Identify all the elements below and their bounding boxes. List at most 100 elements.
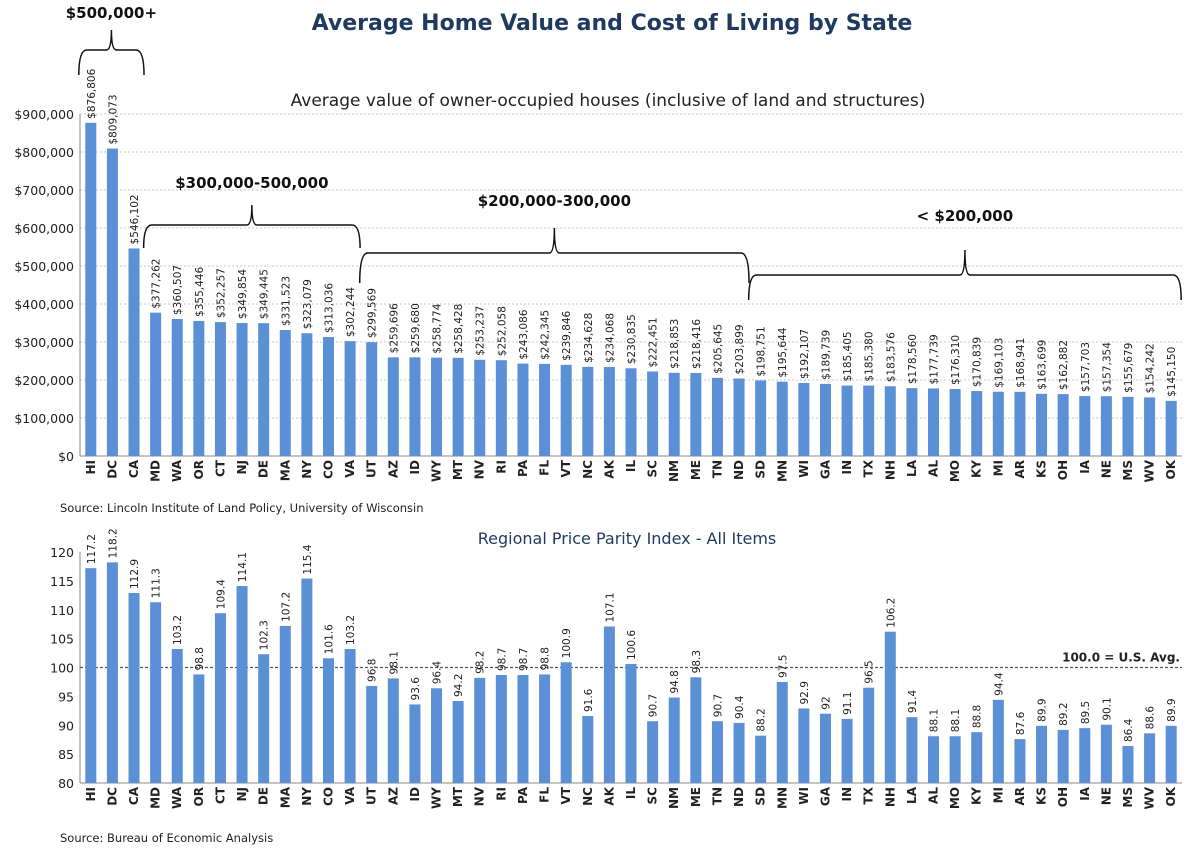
top-x-tick-label: KS (1035, 460, 1049, 478)
top-x-tick-label: AZ (386, 460, 400, 478)
bottom-data-label-NM: 94.8 (669, 670, 681, 693)
top-x-tick-label: UT (365, 459, 379, 478)
bottom-bar-IN (841, 718, 853, 783)
bottom-x-tick-label: VA (343, 786, 357, 804)
top-x-tick-label: SD (754, 460, 768, 479)
bottom-data-label-KS: 89.9 (1037, 698, 1049, 721)
top-bar-FL (539, 363, 551, 456)
top-x-tick-label: ND (732, 460, 746, 480)
bottom-data-label-ND: 90.4 (734, 695, 746, 719)
top-x-tick-label: MI (991, 460, 1005, 476)
top-x-tick-label: LA (905, 459, 919, 477)
bottom-data-label-WA: 103.2 (172, 615, 184, 645)
top-x-tick-label: RI (494, 460, 508, 474)
bottom-data-label-AZ: 98.1 (388, 651, 400, 674)
top-bar-TN (711, 377, 723, 456)
top-bar-CT (214, 322, 226, 456)
bottom-bar-NH (884, 631, 896, 783)
bottom-data-label-HI: 117.2 (86, 534, 98, 564)
bottom-data-label-WY: 96.4 (432, 661, 444, 685)
bottom-x-tick-label: TX (862, 786, 876, 804)
top-x-tick-label: GA (818, 459, 832, 479)
top-x-tick-label: NJ (235, 460, 249, 475)
top-bar-NY (301, 333, 313, 456)
bottom-bar-UT (366, 685, 378, 783)
bottom-x-tick-label: NC (581, 787, 595, 806)
top-data-label-MA: $331,523 (280, 276, 292, 326)
bottom-x-tick-label: IL (624, 787, 638, 799)
top-data-label-AR: $168,941 (1015, 338, 1027, 388)
top-data-label-AK: $234,068 (604, 313, 616, 363)
top-data-label-OH: $162,882 (1058, 340, 1070, 390)
top-x-tick-label: OH (1056, 460, 1070, 480)
top-data-label-IL: $230,835 (626, 314, 638, 364)
bottom-y-tick-label: 115 (50, 574, 74, 589)
bottom-data-label-DC: 118.2 (107, 528, 119, 558)
bottom-x-tick-label: KS (1035, 787, 1049, 805)
top-x-tick-label: PA (516, 459, 530, 477)
bottom-x-tick-label: LA (905, 786, 919, 804)
bottom-bar-ME (690, 677, 702, 783)
top-x-tick-label: SC (646, 460, 660, 478)
bottom-data-label-AK: 107.1 (604, 592, 616, 622)
bottom-x-tick-label: MI (991, 787, 1005, 803)
top-data-label-TX: $185,380 (864, 331, 876, 381)
top-x-tick-label: NC (581, 460, 595, 479)
top-data-label-WY: $258,774 (432, 303, 444, 353)
top-bar-ID (409, 357, 421, 456)
top-x-tick-label: NH (883, 460, 897, 480)
bottom-bar-AK (603, 626, 615, 783)
top-bar-GA (819, 383, 831, 456)
top-bar-WI (798, 382, 810, 456)
bottom-data-label-UT: 96.8 (367, 659, 379, 682)
bottom-data-label-LA: 91.4 (907, 689, 919, 713)
top-x-tick-label: WI (797, 460, 811, 478)
top-data-label-MD: $377,262 (151, 259, 163, 309)
bottom-reference-label: 100.0 = U.S. Avg. (1062, 651, 1180, 665)
bottom-y-tick-label: 85 (58, 747, 74, 762)
top-data-label-CT: $352,257 (215, 268, 227, 318)
bottom-bar-GA (819, 713, 831, 783)
bottom-bar-NY (301, 578, 313, 783)
bottom-x-tick-label: DE (257, 787, 271, 805)
top-x-tick-label: NY (300, 460, 314, 479)
bottom-data-label-NH: 106.2 (885, 598, 897, 628)
bottom-bar-ND (733, 722, 745, 783)
bottom-data-label-CO: 101.6 (323, 624, 335, 654)
top-data-label-SD: $198,751 (756, 326, 768, 376)
bottom-data-label-CT: 109.4 (215, 579, 227, 609)
bottom-x-tick-label: CT (213, 786, 227, 804)
top-bar-NM (668, 372, 680, 456)
bottom-x-tick-label: NV (473, 786, 487, 806)
bottom-chart-title: Regional Price Parity Index - All Items (478, 529, 776, 548)
top-x-tick-label: AK (602, 459, 616, 478)
bottom-y-tick-label: 120 (50, 545, 74, 560)
bottom-x-tick-label: MD (149, 787, 163, 809)
top-data-label-FL: $242,345 (540, 310, 552, 360)
top-bar-KS (1036, 393, 1048, 456)
top-x-tick-label: NE (1099, 460, 1113, 478)
bottom-x-tick-label: NY (300, 787, 314, 806)
top-data-label-TN: $205,645 (712, 324, 724, 374)
top-bar-OH (1057, 394, 1069, 456)
bottom-data-label-IN: 91.1 (842, 692, 854, 715)
top-data-label-KS: $163,699 (1037, 340, 1049, 390)
bottom-x-tick-label: IN (840, 787, 854, 802)
top-data-label-OK: $145,150 (1166, 347, 1178, 397)
bottom-bar-CA (128, 593, 140, 783)
top-data-label-ME: $218,416 (691, 319, 703, 369)
bottom-data-label-OR: 98.8 (194, 647, 206, 670)
bottom-bar-MD (150, 602, 162, 783)
bottom-chart-source: Source: Bureau of Economic Analysis (60, 831, 273, 845)
bottom-bar-RI (495, 675, 507, 783)
top-x-tick-label: MT (451, 459, 465, 480)
bottom-bar-OH (1057, 729, 1069, 783)
bottom-bar-TN (711, 721, 723, 783)
top-y-tick-label: $300,000 (14, 335, 74, 350)
top-x-tick-label: VT (559, 459, 573, 477)
top-bar-UT (366, 342, 378, 456)
top-x-tick-label: OK (1164, 459, 1178, 479)
bottom-data-label-GA: 92 (820, 696, 832, 709)
top-bar-DC (106, 148, 118, 457)
bottom-bar-NE (1100, 724, 1112, 783)
